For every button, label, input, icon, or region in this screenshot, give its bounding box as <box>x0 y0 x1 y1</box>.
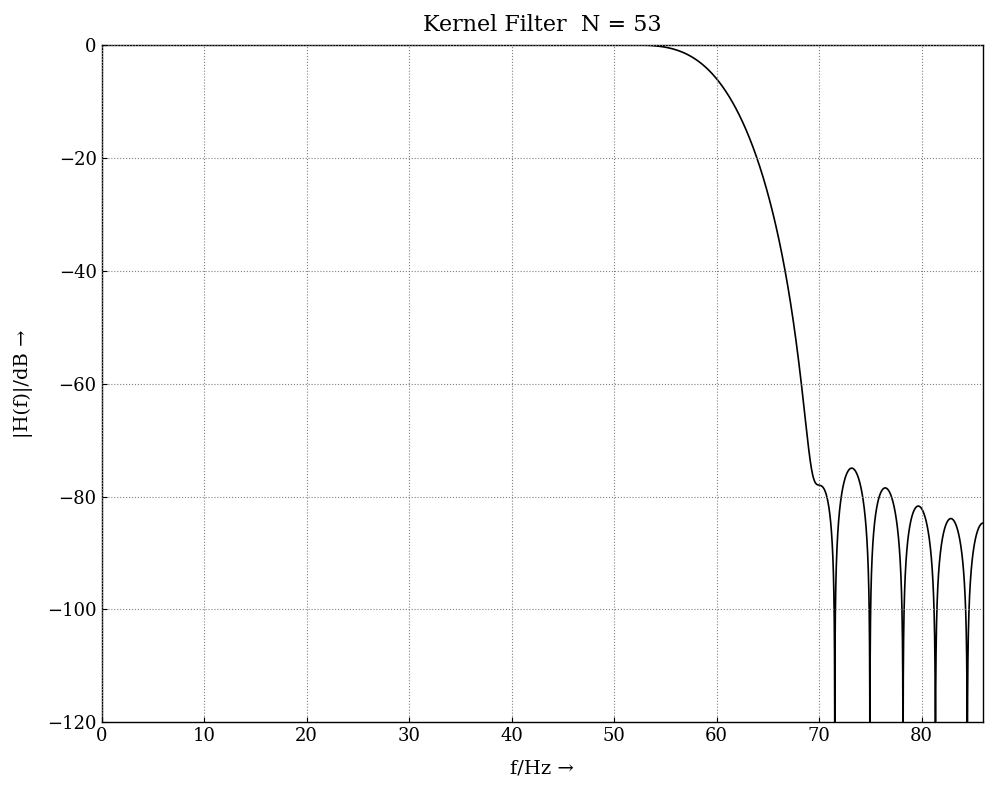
Title: Kernel Filter  N = 53: Kernel Filter N = 53 <box>423 14 662 36</box>
Y-axis label: |H(f)|/dB →: |H(f)|/dB → <box>14 329 33 438</box>
X-axis label: f/Hz →: f/Hz → <box>510 759 574 777</box>
